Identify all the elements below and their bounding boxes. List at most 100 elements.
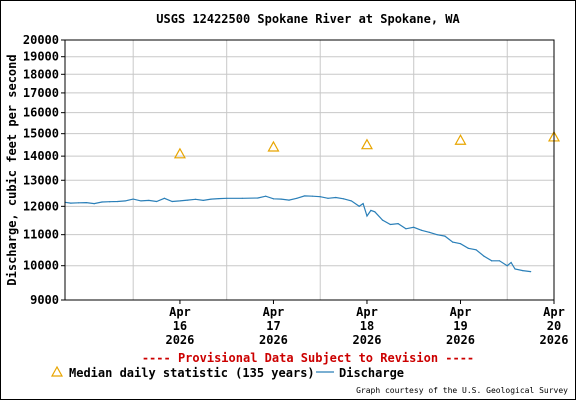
legend-triangle-icon — [50, 365, 64, 377]
discharge-point — [171, 200, 173, 203]
discharge-point — [218, 197, 220, 200]
legend-discharge-label: Discharge — [339, 366, 404, 380]
y-tick-label: 19000 — [23, 50, 59, 64]
plot-area — [65, 40, 554, 300]
discharge-point — [483, 255, 485, 257]
discharge-point — [397, 223, 399, 225]
provisional-notice: ---- Provisional Data Subject to Revisio… — [142, 351, 474, 365]
y-tick-label: 11000 — [23, 228, 59, 242]
x-tick-label-year: 2026 — [540, 333, 569, 347]
x-tick-label-month: Apr — [450, 305, 472, 319]
discharge-point — [140, 200, 142, 202]
discharge-point — [148, 199, 150, 202]
discharge-point — [257, 197, 259, 199]
discharge-point — [272, 198, 275, 200]
y-tick-label: 12000 — [23, 199, 59, 213]
median-marker — [360, 138, 373, 150]
discharge-point — [366, 215, 368, 217]
x-tick-label-day: 16 — [173, 319, 187, 333]
discharge-point — [358, 205, 360, 207]
discharge-point — [428, 231, 430, 233]
discharge-point — [319, 196, 321, 198]
y-tick-label: 10000 — [23, 259, 59, 273]
legend: Median daily statistic (135 years) Disch… — [50, 365, 404, 380]
chart-title: USGS 12422500 Spokane River at Spokane, … — [156, 12, 460, 26]
discharge-point — [491, 260, 493, 262]
discharge-point — [124, 200, 126, 202]
discharge-point — [241, 197, 243, 199]
discharge-point — [510, 261, 512, 264]
discharge-point — [498, 260, 501, 262]
discharge-point — [132, 198, 134, 200]
discharge-point — [194, 198, 197, 200]
discharge-point — [389, 223, 391, 226]
discharge-point — [475, 249, 477, 251]
usgs-credit: Graph courtesy of the U.S. Geological Su… — [356, 386, 568, 395]
x-tick-label-month: Apr — [543, 305, 565, 319]
discharge-point — [362, 203, 364, 205]
discharge-point — [109, 201, 111, 203]
discharge-point — [444, 235, 446, 237]
discharge-point — [342, 198, 345, 200]
y-tick-label: 18000 — [23, 67, 59, 81]
discharge-point — [405, 228, 407, 230]
discharge-point — [210, 198, 212, 200]
x-tick-label-month: Apr — [263, 305, 285, 319]
discharge-point — [506, 265, 508, 267]
y-tick-label: 17000 — [23, 86, 59, 100]
discharge-point — [187, 199, 189, 201]
discharge-point — [85, 201, 88, 204]
discharge-point — [163, 197, 165, 199]
median-marker — [173, 147, 186, 159]
x-tick-label-day: 19 — [453, 319, 467, 333]
discharge-point — [93, 203, 95, 205]
discharge-point — [420, 229, 423, 231]
discharge-point — [311, 195, 314, 197]
discharge-point — [374, 211, 376, 213]
discharge-point — [370, 209, 372, 212]
plot-frame — [64, 39, 555, 301]
discharge-point — [70, 202, 72, 204]
discharge-point — [155, 200, 158, 203]
discharge-point — [202, 199, 204, 202]
discharge-point — [335, 196, 337, 199]
y-tick-label: 9000 — [30, 293, 59, 307]
y-tick-label: 14000 — [23, 149, 59, 163]
discharge-point — [117, 200, 119, 203]
discharge-point — [296, 197, 298, 199]
discharge-point — [413, 226, 415, 228]
x-tick-label-day: 18 — [360, 319, 374, 333]
discharge-point — [327, 197, 329, 199]
discharge-point — [436, 234, 438, 236]
discharge-point — [522, 270, 524, 272]
discharge-point — [288, 199, 290, 201]
x-tick-label-year: 2026 — [353, 333, 382, 347]
discharge-point — [265, 195, 267, 197]
x-tick-label-month: Apr — [169, 305, 191, 319]
y-tick-label: 16000 — [23, 106, 59, 120]
discharge-line — [64, 195, 531, 273]
discharge-point — [350, 200, 352, 202]
discharge-point — [530, 271, 532, 273]
discharge-point — [280, 198, 282, 200]
y-axis-label: Discharge, cubic feet per second — [5, 54, 19, 285]
discharge-point — [514, 268, 516, 270]
x-tick-label-year: 2026 — [446, 333, 475, 347]
x-tick-label-year: 2026 — [259, 333, 288, 347]
series-layer — [64, 130, 561, 273]
discharge-point — [459, 243, 462, 245]
y-tick-label: 20000 — [23, 33, 59, 47]
x-tick-label-day: 20 — [547, 319, 561, 333]
discharge-point — [381, 219, 384, 221]
x-tick-label-month: Apr — [356, 305, 378, 319]
x-tick-label-year: 2026 — [165, 333, 194, 347]
y-axis-ticks: 9000 10000 11000 12000 13000 14000 15000 16000 1… — [23, 33, 65, 307]
x-tick-label-day: 17 — [266, 319, 280, 333]
x-axis-ticks: Apr162026Apr172026Apr182026Apr192026Apr2… — [165, 300, 568, 347]
y-tick-label: 15000 — [23, 127, 59, 141]
discharge-point — [452, 241, 454, 243]
discharge-point — [226, 197, 228, 199]
discharge-point — [78, 202, 80, 204]
legend-median-label: Median daily statistic (135 years) — [69, 366, 315, 380]
